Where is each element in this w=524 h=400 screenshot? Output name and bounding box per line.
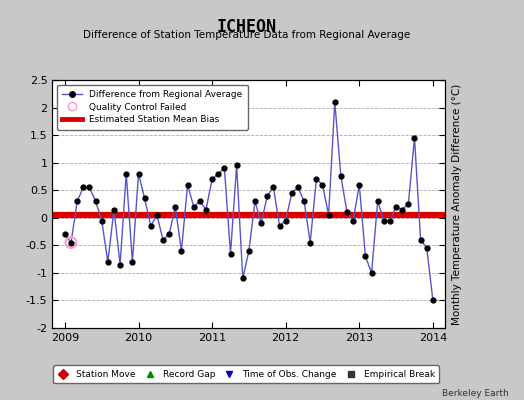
Text: Difference of Station Temperature Data from Regional Average: Difference of Station Temperature Data f… — [83, 30, 410, 40]
Y-axis label: Monthly Temperature Anomaly Difference (°C): Monthly Temperature Anomaly Difference (… — [452, 83, 462, 325]
Legend: Station Move, Record Gap, Time of Obs. Change, Empirical Break: Station Move, Record Gap, Time of Obs. C… — [53, 366, 439, 384]
Point — [67, 239, 75, 246]
Legend: Difference from Regional Average, Quality Control Failed, Estimated Station Mean: Difference from Regional Average, Qualit… — [57, 84, 248, 130]
Text: ICHEON: ICHEON — [216, 18, 276, 36]
Text: Berkeley Earth: Berkeley Earth — [442, 389, 508, 398]
